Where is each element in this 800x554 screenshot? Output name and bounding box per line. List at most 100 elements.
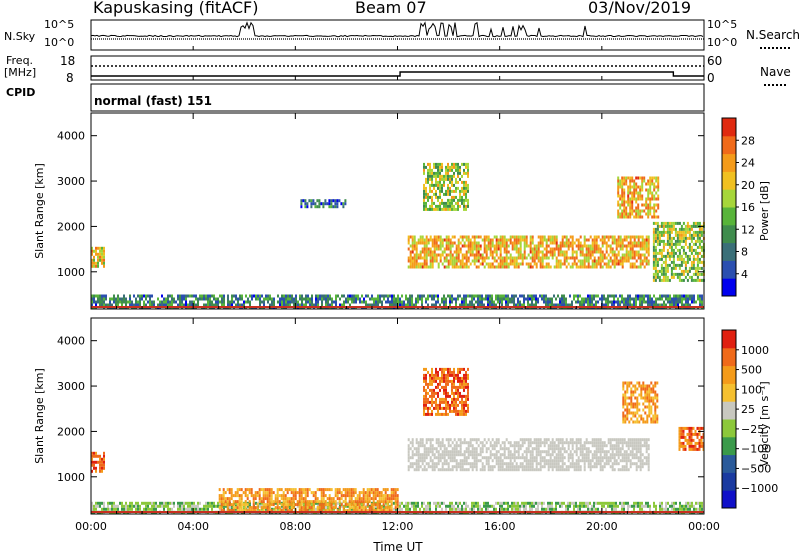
echo-cell [241, 294, 243, 298]
echo-cell [268, 488, 271, 492]
echo-cell [675, 501, 677, 505]
echo-cell [177, 501, 179, 505]
echo-cell [652, 242, 655, 246]
echo-cell [314, 205, 317, 209]
echo-cell [692, 233, 695, 237]
echo-cell [224, 497, 227, 501]
echo-cell [654, 230, 657, 234]
echo-cell [318, 488, 321, 492]
echo-cell [356, 506, 359, 510]
echo-cell [567, 262, 570, 266]
echo-cell [129, 507, 131, 511]
echo-cell [513, 244, 516, 248]
echo-cell [655, 185, 658, 189]
echo-cell [415, 450, 418, 454]
echo-cell [509, 235, 512, 239]
echo-cell [467, 259, 470, 263]
echo-cell [241, 297, 243, 301]
echo-cell [232, 503, 235, 507]
echo-cell [635, 206, 638, 210]
echo-cell [95, 294, 97, 298]
echo-cell [473, 244, 476, 248]
echo-cell [593, 241, 596, 245]
echo-cell [575, 504, 577, 508]
echo-cell [451, 459, 454, 463]
echo-cell [306, 494, 309, 498]
echo-cell [423, 241, 426, 245]
echo-cell [403, 300, 405, 304]
echo-cell [449, 501, 451, 505]
echo-cell [427, 171, 429, 175]
echo-cell [623, 179, 626, 183]
echo-cell [359, 297, 361, 301]
echo-cell [539, 262, 542, 266]
echo-cell [694, 239, 697, 243]
echo-cell [517, 303, 519, 307]
echo-cell [415, 459, 418, 463]
echo-cell [431, 244, 434, 248]
echo-cell [249, 294, 251, 298]
echo-cell [453, 256, 456, 260]
echo-cell [284, 494, 287, 498]
echo-cell [262, 509, 265, 513]
echo-cell [113, 504, 115, 508]
echo-cell [531, 300, 533, 304]
echo-cell [475, 459, 478, 463]
echo-cell [653, 206, 656, 210]
echo-cell [495, 438, 498, 442]
echo-cell [581, 250, 584, 254]
echo-cell [105, 507, 107, 511]
echo-cell [493, 441, 496, 445]
echo-cell [417, 241, 420, 245]
echo-cell [443, 177, 445, 181]
echo-cell [358, 509, 361, 513]
echo-cell [185, 294, 187, 298]
echo-cell [497, 262, 500, 266]
echo-cell [535, 256, 538, 260]
echo-cell [668, 278, 671, 282]
echo-cell [561, 253, 564, 257]
echo-cell [459, 459, 462, 463]
echo-cell [433, 162, 435, 166]
echo-cell [349, 303, 351, 307]
echo-cell [167, 501, 169, 505]
echo-cell [309, 507, 311, 511]
echo-cell [647, 191, 650, 195]
echo-cell [417, 441, 420, 445]
echo-cell [143, 303, 145, 307]
echo-cell [299, 294, 301, 298]
echo-cell [621, 244, 624, 248]
echo-cell [397, 294, 399, 298]
echo-cell [581, 265, 584, 269]
echo-cell [93, 463, 95, 467]
echo-cell [431, 204, 433, 208]
echo-cell [222, 497, 225, 501]
echo-cell [652, 275, 655, 279]
echo-cell [95, 246, 97, 250]
echo-cell [91, 264, 93, 268]
echo-cell [259, 501, 261, 505]
echo-cell [647, 294, 649, 298]
echo-cell [643, 265, 646, 269]
echo-cell [631, 253, 634, 257]
echo-cell [525, 238, 528, 242]
echo-cell [459, 195, 461, 199]
echo-cell [219, 507, 221, 511]
echo-cell [109, 300, 111, 304]
echo-cell [611, 262, 614, 266]
echo-cell [491, 262, 494, 266]
echo-cell [435, 462, 438, 466]
echo-cell [637, 185, 640, 189]
echo-cell [423, 207, 425, 211]
echo-cell [483, 468, 486, 472]
echo-cell [619, 197, 622, 201]
echo-cell [437, 456, 440, 460]
echo-cell [123, 507, 125, 511]
echo-cell [599, 297, 601, 301]
echo-cell [473, 253, 476, 257]
echo-cell [230, 494, 233, 498]
echo-cell [491, 504, 493, 508]
echo-cell [445, 265, 448, 269]
echo-cell [447, 186, 449, 190]
echo-cell [388, 506, 391, 510]
